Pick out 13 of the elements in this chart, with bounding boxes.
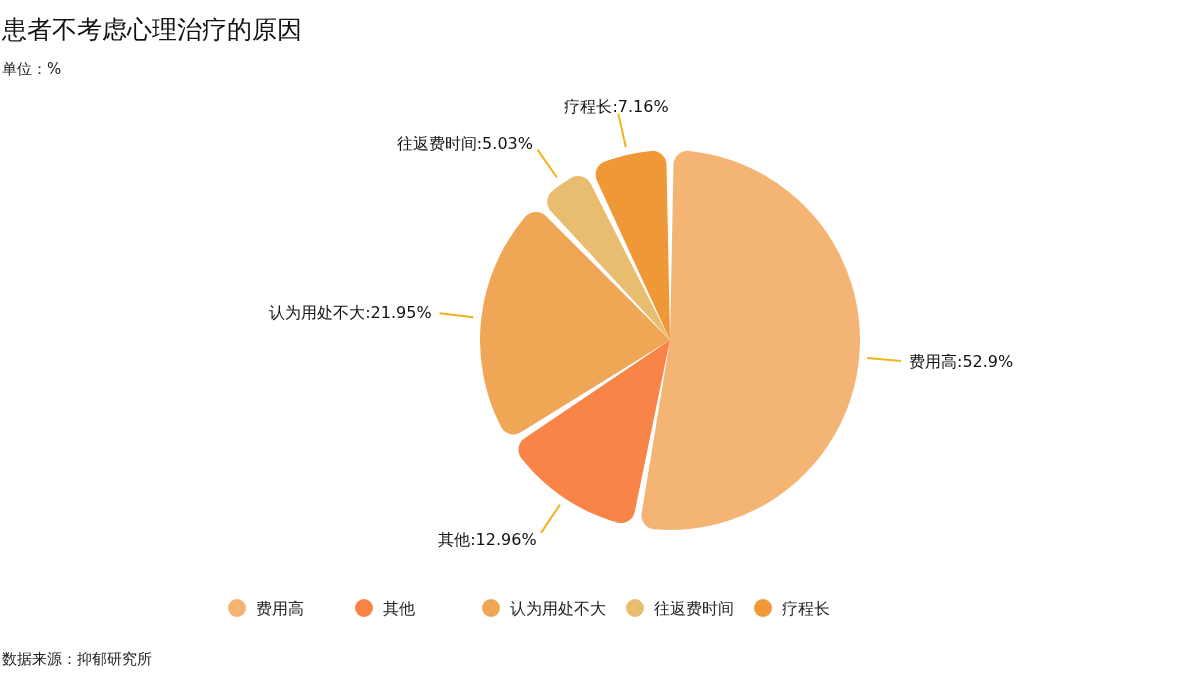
category-label: 往返费时间:5.03% xyxy=(396,133,533,153)
legend-label: 往返费时间 xyxy=(654,598,734,618)
legend-label: 费用高 xyxy=(256,598,304,618)
category-label: 其他:12.96% xyxy=(438,530,537,550)
chart-title: 患者不考虑心理治疗的原因 xyxy=(1,15,302,44)
category-label: 费用高:52.9% xyxy=(909,352,1014,372)
legend-label: 认为用处不大 xyxy=(510,598,606,618)
legend-label: 疗程长 xyxy=(782,598,830,618)
category-label: 疗程长:7.16% xyxy=(564,96,669,116)
category-label: 认为用处不大:21.95% xyxy=(269,302,432,322)
source-note: 数据来源：抑郁研究所 xyxy=(2,650,152,668)
legend-label: 其他 xyxy=(383,598,415,618)
text: 单位：% xyxy=(2,60,62,78)
